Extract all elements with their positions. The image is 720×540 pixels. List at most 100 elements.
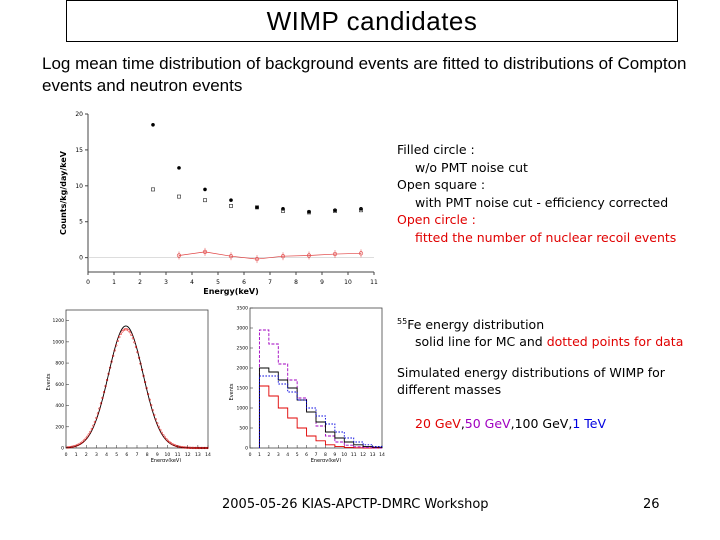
x-tick-label: 0 — [249, 452, 252, 458]
data-point — [206, 446, 209, 450]
wimp-line2: different masses — [397, 382, 502, 397]
open-circle-point — [332, 251, 338, 257]
y-tick-label: 800 — [55, 361, 64, 367]
data-point — [186, 446, 189, 449]
y-tick-label: 0 — [79, 255, 83, 262]
open-square-point — [281, 209, 285, 213]
data-point — [140, 368, 144, 371]
title-box: WIMP candidates — [66, 0, 678, 42]
data-point — [137, 356, 141, 359]
data-point — [127, 329, 130, 332]
data-point — [150, 403, 153, 407]
x-tick-label: 3 — [164, 279, 168, 286]
data-point — [198, 446, 202, 450]
x-tick-label: 12 — [185, 452, 191, 458]
x-tick-label: 6 — [305, 452, 308, 458]
data-point — [185, 446, 188, 449]
x-tick-label: 7 — [315, 452, 318, 458]
data-point — [133, 341, 136, 344]
data-point — [131, 337, 135, 340]
filled-circle-point — [151, 122, 155, 127]
x-axis-label: Energy(keV) — [203, 287, 259, 296]
open-square-point — [307, 210, 311, 215]
data-point — [147, 392, 150, 396]
slide-title: WIMP candidates — [266, 5, 478, 36]
data-point — [96, 412, 100, 415]
data-point — [130, 333, 133, 336]
slide-subtitle: Log mean time distribution of background… — [42, 54, 687, 95]
data-point — [180, 445, 183, 449]
frame — [65, 309, 209, 449]
legend-open-desc: fitted the number of nuclear recoil even… — [415, 229, 677, 245]
data-point — [90, 427, 94, 431]
open-square-point — [229, 204, 233, 208]
y-tick-label: 200 — [55, 424, 64, 430]
x-tick-label: 1 — [258, 452, 261, 458]
data-point — [80, 441, 83, 445]
mass-sep1: , — [460, 416, 465, 431]
fe-description: 55Fe energy distribution solid line for … — [397, 313, 717, 350]
y-tick-label: 2500 — [237, 346, 249, 352]
y-tick-label: 10 — [75, 183, 83, 190]
x-tick-label: 8 — [324, 452, 327, 458]
filled-circle-point — [229, 198, 233, 202]
mass-20gev: 20 GeV — [415, 416, 461, 431]
data-point — [105, 378, 109, 382]
data-point — [159, 428, 162, 432]
data-point — [191, 446, 194, 450]
fe-superscript: 55 — [397, 317, 408, 326]
data-point — [154, 418, 157, 421]
y-tick-label: 1000 — [53, 339, 65, 345]
x-tick-label: 13 — [370, 452, 376, 458]
x-tick-label: 14 — [205, 452, 211, 458]
open-circle-point — [202, 249, 208, 254]
data-point — [93, 420, 97, 424]
data-point — [124, 328, 127, 331]
x-tick-label: 5 — [296, 452, 299, 458]
data-point — [160, 431, 163, 434]
data-point — [203, 446, 206, 450]
data-point — [165, 438, 168, 441]
open-square-point — [203, 198, 207, 203]
y-tick-label: 1200 — [53, 318, 65, 324]
filled-circle-point — [281, 207, 285, 211]
data-point — [81, 440, 84, 443]
x-tick-label: 14 — [379, 452, 385, 458]
open-circle-point — [306, 253, 312, 258]
x-tick-label: 3 — [277, 452, 280, 458]
fe55-energy-plot: 0 1 2 3 4 5 6 7 8 9 10 11 12 13 1402004006008001000120… — [44, 302, 214, 462]
data-point — [156, 422, 159, 425]
data-point — [142, 374, 145, 378]
data-point — [87, 433, 90, 436]
legend-square-desc: with PMT noise cut - efficiency correcte… — [415, 194, 669, 210]
wimp-histogram-1 — [258, 385, 382, 449]
open-circle-point — [228, 254, 234, 259]
open-square-point — [333, 209, 337, 213]
y-tick-label: 3000 — [237, 326, 249, 332]
data-point — [168, 441, 171, 444]
data-point — [119, 332, 122, 336]
filled-circle-point — [203, 187, 207, 192]
legend-filled-head: Filled circle : — [397, 142, 475, 157]
page-number: 26 — [643, 497, 660, 512]
data-point — [189, 446, 192, 450]
y-tick-label: 400 — [55, 403, 64, 409]
x-tick-label: 9 — [156, 452, 159, 458]
x-tick-label: 8 — [294, 279, 298, 286]
legend: Filled circle : w/o PMT noise cut Open s… — [397, 141, 717, 246]
x-tick-label: 3 — [95, 452, 98, 458]
x-tick-label: 11 — [370, 279, 378, 286]
data-point — [192, 446, 195, 450]
y-tick-label: 3500 — [237, 306, 249, 312]
data-point — [99, 402, 103, 405]
data-point — [148, 398, 151, 401]
open-circle-point — [176, 253, 182, 258]
legend-open-head: Open circle : — [397, 212, 476, 227]
data-point — [83, 439, 86, 442]
data-point — [115, 344, 118, 347]
data-point — [112, 354, 115, 358]
data-point — [197, 446, 200, 450]
mass-1tev: 1 TeV — [572, 416, 607, 431]
data-point — [145, 386, 148, 390]
data-point — [125, 328, 129, 331]
